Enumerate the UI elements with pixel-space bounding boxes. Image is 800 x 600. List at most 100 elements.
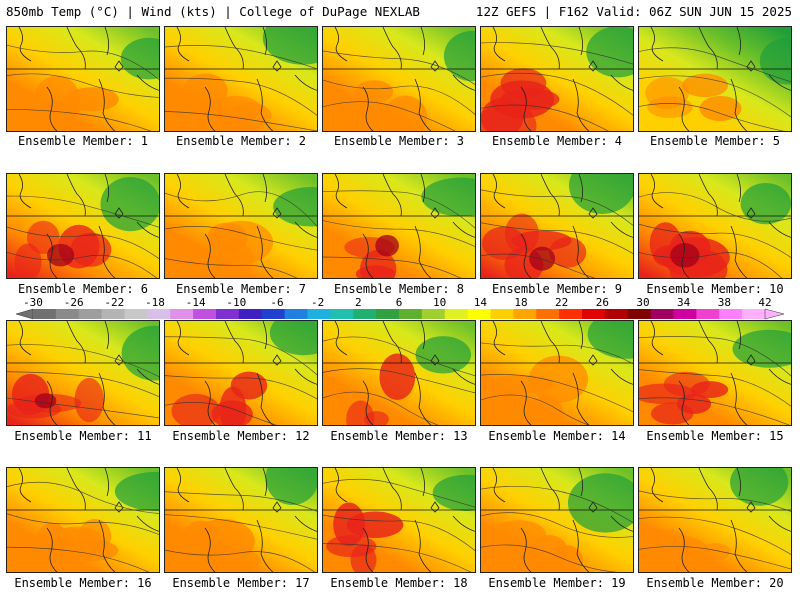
warm-anomaly (528, 396, 564, 425)
height-contour (323, 50, 475, 85)
height-contour (639, 75, 791, 118)
cool-region (265, 468, 317, 505)
warm-anomaly (229, 102, 272, 129)
coastline (492, 174, 633, 278)
warm-anomaly (528, 355, 589, 403)
colorbar-segment (193, 309, 217, 319)
temperature-map (639, 174, 791, 278)
panel-caption: Ensemble Member: 17 (172, 576, 310, 590)
coastline (176, 321, 317, 425)
panel-caption: Ensemble Member: 7 (175, 282, 307, 296)
height-contour (7, 371, 159, 398)
colorbar-label: 38 (717, 296, 731, 309)
map-panel-member-2 (164, 26, 318, 132)
colorbar-segment (124, 309, 148, 319)
height-contour (639, 516, 791, 555)
panel-caption: Ensemble Member: 16 (14, 576, 152, 590)
warm-anomaly (211, 400, 253, 425)
temperature-map (165, 468, 317, 572)
coastline (492, 27, 633, 131)
height-contour (165, 110, 317, 131)
height-contour (165, 491, 317, 512)
colorbar-label: 42 (758, 296, 772, 309)
temperature-map (323, 174, 475, 278)
panel-caption: Ensemble Member: 8 (333, 282, 465, 296)
panel-caption: Ensemble Member: 11 (14, 429, 152, 443)
coastline (334, 27, 475, 131)
height-contour (7, 195, 159, 228)
warm-anomaly (530, 535, 568, 568)
warm-anomaly (171, 393, 220, 425)
map-panel-member-20 (638, 467, 792, 573)
height-contour (639, 490, 791, 512)
cool-region (121, 325, 159, 381)
height-contour (7, 546, 150, 572)
panel-caption: Ensemble Member: 13 (330, 429, 468, 443)
height-contour (7, 397, 159, 419)
colorbar: -30 -26 -22 -18 -14 -10 -6 -2 2 6 10 14 18 22 26 30 34 38… (0, 296, 800, 320)
colorbar-segment (376, 309, 400, 319)
map-panel-member-14 (480, 320, 634, 426)
warm-anomaly (65, 87, 119, 112)
hot-core (670, 243, 700, 268)
height-contour (323, 190, 475, 229)
height-contour (481, 222, 633, 255)
height-contour (639, 252, 783, 278)
height-contour (323, 79, 475, 115)
colorbar-label: -6 (270, 296, 284, 309)
height-contour (7, 344, 159, 377)
header-left-title: 850mb Temp (°C) | Wind (kts) | College o… (6, 4, 420, 19)
height-contour (639, 103, 785, 131)
temperature-map (481, 468, 633, 572)
panel-caption: Ensemble Member: 3 (333, 134, 465, 148)
height-contour (7, 251, 158, 278)
height-contour (639, 192, 791, 222)
map-panel-member-1 (6, 26, 160, 132)
panel-caption: Ensemble Member: 5 (649, 134, 781, 148)
colorbar-label: 22 (555, 296, 569, 309)
coastline (18, 174, 159, 278)
temperature-map (165, 174, 317, 278)
lake-outline (588, 354, 598, 366)
colorbar-segment (536, 309, 560, 319)
coastline (18, 468, 159, 572)
lake-outline (272, 60, 282, 72)
height-contour (7, 226, 159, 260)
map-panel-member-8 (322, 173, 476, 279)
coastline (334, 321, 475, 425)
height-contour (165, 549, 316, 572)
warm-anomaly (74, 377, 104, 423)
cool-region (569, 174, 633, 214)
colorbar-label: 26 (595, 296, 609, 309)
warm-anomaly (350, 544, 377, 572)
warm-anomaly (383, 95, 428, 131)
colorbar-segment (101, 309, 125, 319)
height-contour (7, 73, 159, 98)
hot-core (375, 234, 399, 257)
height-contour (481, 512, 633, 538)
height-contour (481, 253, 596, 278)
colorbar-segment (559, 309, 583, 319)
colorbar-segment (742, 309, 766, 319)
colorbar-label: 34 (677, 296, 691, 309)
colorbar-label: -22 (104, 296, 125, 309)
lake-outline (746, 60, 756, 72)
height-contour (165, 514, 317, 540)
warm-anomaly (647, 96, 693, 119)
colorbar-segment (330, 309, 354, 319)
lake-outline (588, 207, 598, 219)
height-contour (7, 481, 159, 514)
height-contour (481, 189, 633, 226)
coastline (334, 174, 475, 278)
map-panel-member-15 (638, 320, 792, 426)
cool-region (587, 321, 633, 359)
cool-region (586, 27, 633, 78)
cool-region (732, 329, 791, 368)
lake-outline (114, 501, 124, 513)
warm-anomaly (193, 544, 238, 561)
lake-outline (746, 354, 756, 366)
panel-caption: Ensemble Member: 14 (488, 429, 626, 443)
height-contour (323, 391, 439, 425)
coastline (334, 468, 475, 572)
temperature-map (7, 468, 159, 572)
